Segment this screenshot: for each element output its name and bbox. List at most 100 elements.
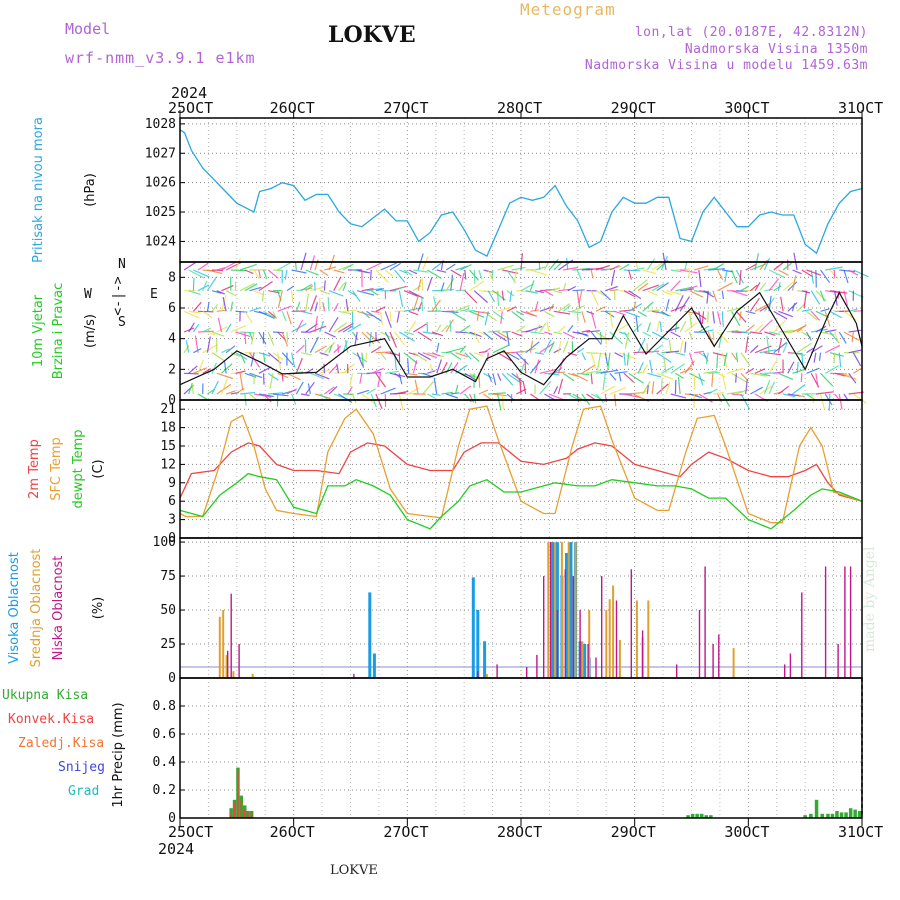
x-tick-label-top: 31OCT xyxy=(838,99,883,117)
wind-barb xyxy=(549,371,566,374)
wind-barb xyxy=(427,393,435,399)
wind-barb xyxy=(342,282,347,291)
temp2m-line xyxy=(179,442,863,502)
wind-barb xyxy=(337,282,346,292)
compass-e: E xyxy=(150,287,158,302)
wind-barb xyxy=(487,352,489,361)
total_precip-bar xyxy=(695,813,699,818)
wind-barb xyxy=(778,372,794,380)
wind-barb xyxy=(394,390,409,395)
wind-barb xyxy=(344,339,349,353)
wind-barb xyxy=(813,352,817,363)
wind-axis-label: 10m Vjetar xyxy=(31,294,46,367)
wind-barb xyxy=(838,352,842,368)
wind-barb xyxy=(578,290,583,305)
wind-barb xyxy=(515,352,529,365)
wind-barb xyxy=(300,310,313,315)
low_cloud-bar xyxy=(230,593,232,678)
wind-barb xyxy=(566,258,569,271)
wind-barb xyxy=(525,310,536,317)
low_cloud-bar xyxy=(849,566,852,678)
wind-barb xyxy=(450,362,459,374)
wind-barb xyxy=(586,352,598,354)
wind-barb xyxy=(217,317,223,333)
total_precip-bar xyxy=(839,812,844,818)
wind-barb xyxy=(796,302,806,312)
wind-barb xyxy=(513,269,517,282)
wind-barb xyxy=(385,370,399,374)
low_cloud-bar xyxy=(353,673,355,678)
mid_cloud-bar xyxy=(218,616,221,678)
wind-barb xyxy=(646,385,649,395)
wind-barb xyxy=(483,290,500,294)
wind-barb xyxy=(651,331,669,341)
wind-barb xyxy=(436,324,442,333)
total_precip-bar xyxy=(686,815,690,818)
wind-barb xyxy=(333,269,345,274)
wind-barb xyxy=(476,311,480,321)
wind-barb xyxy=(431,299,441,312)
wind-barb xyxy=(319,393,329,401)
y-tick-label: 0.8 xyxy=(153,699,176,714)
conv_precip-bar xyxy=(240,799,243,818)
wind-barb xyxy=(693,310,707,320)
wind-barb xyxy=(525,325,543,333)
wind-barb xyxy=(628,269,632,280)
wind-barb xyxy=(749,345,759,354)
y-tick-label: 1026 xyxy=(145,176,176,191)
wind-barb xyxy=(525,290,538,294)
wind-barb xyxy=(656,383,669,395)
wind-barb xyxy=(469,310,485,318)
high_cloud-bar xyxy=(483,641,487,678)
low_cloud-bar xyxy=(615,600,618,678)
wind-barb xyxy=(712,290,718,302)
wind-barb xyxy=(511,266,526,271)
total_precip-bar xyxy=(848,808,853,818)
wind-barb xyxy=(239,263,257,271)
wind-barb xyxy=(492,310,505,320)
wind-barb xyxy=(225,290,237,297)
wind-barb xyxy=(249,372,263,379)
wind-barb xyxy=(656,372,674,380)
wind-barb xyxy=(333,302,339,312)
wind-barb xyxy=(403,307,422,312)
wind-barb xyxy=(806,347,814,354)
total_precip-bar xyxy=(814,799,819,818)
mid_cloud-bar xyxy=(618,639,621,678)
precip-legend-item: Konvek.Kisa xyxy=(8,712,94,727)
y-tick-label: 21 xyxy=(160,402,176,417)
y-tick-label: 3 xyxy=(168,513,176,528)
wind-barb xyxy=(506,372,520,383)
mid_cloud-bar xyxy=(574,542,577,678)
low_cloud-bar xyxy=(718,634,720,678)
x-tick-label-bottom: 27OCT xyxy=(383,823,428,841)
wind-barb xyxy=(688,269,691,279)
wind-barb xyxy=(602,373,606,391)
wind-barb xyxy=(314,302,318,312)
total_precip-bar xyxy=(858,811,862,818)
wind-barb xyxy=(848,329,862,333)
wind-barb xyxy=(422,380,435,395)
wind-barb xyxy=(600,385,615,395)
wind-barb xyxy=(342,263,353,271)
wind-barb xyxy=(239,373,244,391)
wind-barb xyxy=(343,309,358,312)
wind-barb xyxy=(735,310,747,323)
wind-barb xyxy=(305,269,319,276)
wind-barb xyxy=(291,269,307,274)
wind-barb xyxy=(558,288,570,292)
wind-barb xyxy=(553,331,563,335)
wind-barb xyxy=(600,290,612,301)
wind-barb xyxy=(500,311,503,324)
wind-barb xyxy=(810,393,815,404)
mid_cloud-bar xyxy=(225,654,228,678)
wind-barb xyxy=(546,321,550,333)
x-tick-label-bottom: 31OCT xyxy=(838,823,883,841)
wind-barb xyxy=(354,331,358,346)
wind-barb xyxy=(675,372,685,379)
mid_cloud-bar xyxy=(635,600,638,678)
wind-barb xyxy=(483,269,493,273)
wind-barb xyxy=(487,373,493,382)
wind-barb xyxy=(197,393,209,401)
wind-barb xyxy=(450,310,467,322)
